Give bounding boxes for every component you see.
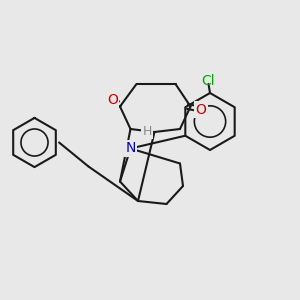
Text: H: H bbox=[142, 125, 152, 139]
Text: Cl: Cl bbox=[202, 74, 215, 88]
Text: O: O bbox=[107, 94, 118, 107]
Text: N: N bbox=[125, 142, 136, 155]
Text: O: O bbox=[196, 103, 206, 116]
